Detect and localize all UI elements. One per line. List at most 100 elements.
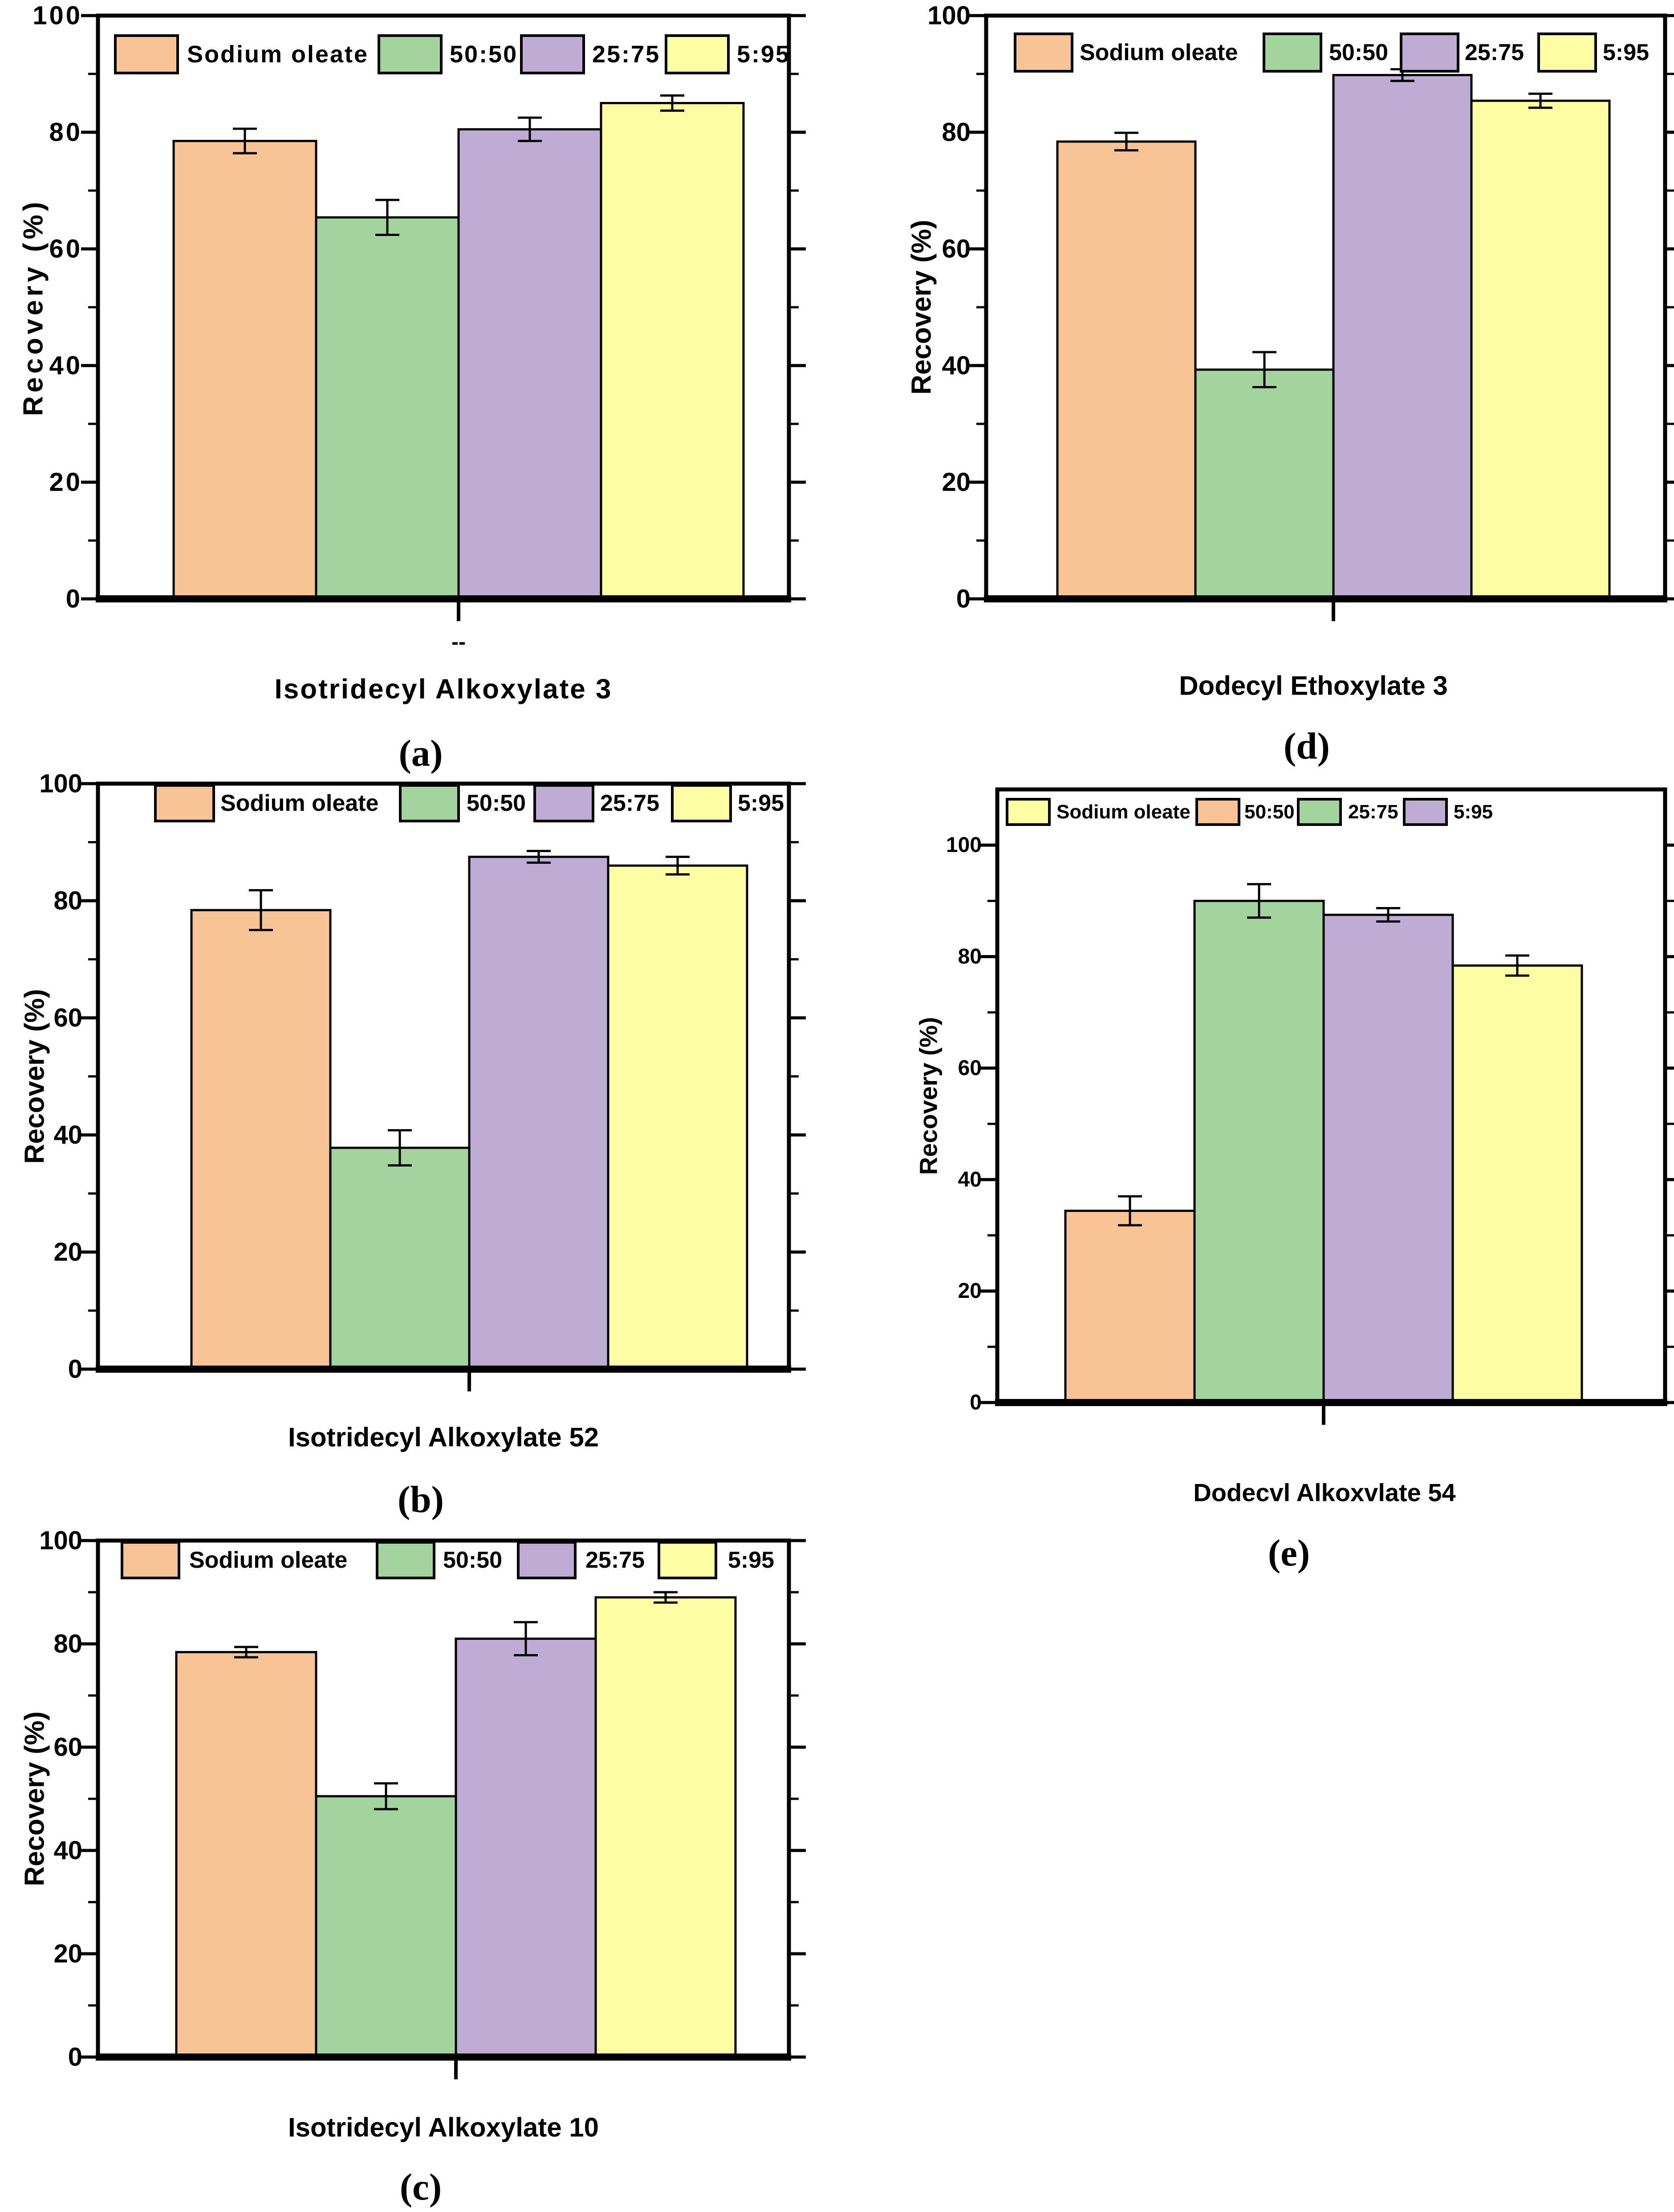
bar-5-95 — [594, 1596, 737, 2058]
legend: Sodium oleate 50:50 25:75 5:95 — [154, 784, 784, 822]
bar-5-95 — [1322, 914, 1454, 1404]
y-tick-label: 60 — [53, 1733, 82, 1762]
bar-5-95 — [600, 102, 745, 600]
y-tick-label: 40 — [942, 351, 971, 380]
legend-swatch-5-95 — [1537, 33, 1597, 73]
bar-50-50 — [315, 1795, 457, 2058]
legend-swatch-5-95 — [1403, 798, 1448, 826]
legend-label-sodium-oleate: Sodium oleate — [220, 790, 378, 816]
error-bar-5-95 — [654, 1591, 678, 1604]
legend-label-5-95: 5:95 — [1603, 40, 1649, 65]
y-tick-label: 80 — [942, 118, 971, 147]
legend-label-50-50: 50:50 — [1329, 40, 1388, 65]
error-bar-sodium-oleate — [1505, 954, 1529, 977]
chart-panel-e: 0 20 40 60 80 100 Sodium oleate 50:50 25:75 5:95 R… — [914, 787, 1674, 1574]
y-tick-label: 100 — [33, 1, 82, 30]
y-tick-label: 40 — [958, 1168, 982, 1191]
bar-50-50 — [1064, 1209, 1196, 1404]
x-axis-title: Isotridecyl Alkoxylate 3 — [275, 674, 613, 705]
legend-swatch-5-95 — [671, 784, 732, 822]
error-bar-25-75 — [514, 1621, 538, 1657]
y-tick-label: 0 — [956, 585, 971, 614]
legend-swatch-sodium-oleate — [121, 1541, 180, 1579]
legend: Sodium oleate 50:50 25:75 5:95 — [114, 34, 789, 74]
legend-swatch-50-50 — [376, 1541, 435, 1579]
y-tick-label: 20 — [942, 468, 971, 497]
legend-swatch-5-95 — [658, 1541, 717, 1579]
x-axis-title: Isotridecyl Alkoxylate 52 — [288, 1423, 599, 1452]
bar-sodium-oleate — [1056, 140, 1197, 600]
chart-panel-b: 0 20 40 60 80 100 Sodium oleate 50:50 25:75 5:95 R… — [20, 769, 806, 1521]
panel-letter: (a) — [398, 732, 443, 774]
legend-label-sodium-oleate: Sodium oleate — [1056, 801, 1190, 823]
bar-50-50 — [1194, 368, 1335, 600]
legend-swatch-25-75 — [1400, 33, 1459, 73]
error-bar-50-50 — [374, 1782, 398, 1810]
legend: Sodium oleate 50:50 25:75 5:95 — [1014, 33, 1649, 73]
y-tick-label: 40 — [49, 351, 82, 380]
legend-swatch-25-75 — [520, 34, 585, 74]
legend-label-50-50: 50:50 — [467, 790, 526, 816]
legend-swatch-50-50 — [399, 784, 460, 822]
bar-25-75 — [455, 1637, 597, 2058]
y-tick-label: 0 — [68, 2043, 82, 2072]
y-tick-label: 40 — [53, 1121, 82, 1150]
y-tick-label: 20 — [53, 1940, 82, 1968]
legend-label-5-95: 5:95 — [728, 1547, 774, 1573]
y-tick-label: 80 — [53, 1630, 82, 1659]
bar-sodium-oleate — [172, 140, 317, 600]
bar-sodium-oleate — [190, 909, 332, 1370]
error-bar-50-50 — [375, 199, 399, 236]
legend-swatch-50-50 — [1195, 798, 1240, 826]
bar-5-95 — [1470, 99, 1611, 600]
legend-swatch-sodium-oleate — [1006, 798, 1051, 826]
chart-panel-a: 0 20 40 60 80 100 Sodium oleate 50:50 25:75 5:95 R… — [18, 1, 806, 774]
error-bar-sodium-oleate — [1114, 131, 1138, 152]
legend-label-25-75: 25:75 — [1348, 801, 1398, 823]
bar-25-75 — [457, 128, 602, 600]
legend: Sodium oleate 50:50 25:75 5:95 — [121, 1541, 774, 1579]
bar-50-50 — [329, 1147, 471, 1370]
y-tick-label: 60 — [53, 1004, 82, 1033]
bar-sodium-oleate — [1451, 964, 1583, 1404]
y-tick-label: 80 — [958, 945, 982, 968]
legend-label-5-95: 5:95 — [1454, 801, 1493, 823]
y-tick-label: 0 — [970, 1391, 982, 1415]
y-tick-label: 20 — [958, 1279, 982, 1303]
legend-swatch-sodium-oleate — [154, 784, 215, 822]
y-tick-label: 20 — [49, 468, 82, 497]
error-bar-5-95 — [666, 855, 690, 876]
legend-label-sodium-oleate: Sodium oleate — [189, 1547, 347, 1573]
error-bar-25-75 — [1247, 883, 1271, 919]
y-axis-title: Recovery (%) — [914, 1017, 943, 1175]
error-bar-sodium-oleate — [234, 1646, 258, 1659]
legend-label-sodium-oleate: Sodium oleate — [187, 41, 369, 68]
panel-letter: (d) — [1284, 725, 1330, 767]
legend-swatch-25-75 — [533, 784, 594, 822]
legend-swatch-sodium-oleate — [1014, 33, 1073, 73]
legend-swatch-25-75 — [1297, 798, 1342, 826]
y-axis-title: Recovery (%) — [20, 989, 50, 1164]
legend-swatch-5-95 — [665, 34, 730, 74]
y-tick-label: 100 — [946, 834, 982, 857]
y-tick-label: 20 — [53, 1238, 82, 1267]
legend-label-25-75: 25:75 — [1465, 40, 1524, 65]
error-bar-sodium-oleate — [249, 889, 273, 931]
legend-label-25-75: 25:75 — [585, 1547, 645, 1573]
y-tick-label: 80 — [53, 886, 82, 915]
x-axis-title: Isotridecyl Alkoxylate 10 — [288, 2113, 599, 2143]
error-bar-25-75 — [518, 116, 542, 142]
error-bar-5-95 — [1376, 907, 1400, 923]
x-axis-title: Dodecyl Ethoxylate 3 — [1179, 671, 1448, 701]
error-bar-25-75 — [527, 850, 551, 864]
legend-label-5-95: 5:95 — [738, 790, 784, 816]
y-axis-title: Recovery (%) — [20, 1712, 50, 1887]
legend-swatch-50-50 — [1263, 33, 1322, 73]
panel-letter: (b) — [398, 1479, 444, 1521]
bar-25-75 — [468, 855, 609, 1370]
chart-panel-d: 0 20 40 60 80 100 Sodium oleate 50:50 25:75 5:95 R… — [906, 1, 1674, 767]
legend-label-50-50: 50:50 — [1244, 801, 1295, 823]
error-bar-50-50 — [1118, 1195, 1142, 1227]
error-bar-5-95 — [660, 94, 684, 112]
